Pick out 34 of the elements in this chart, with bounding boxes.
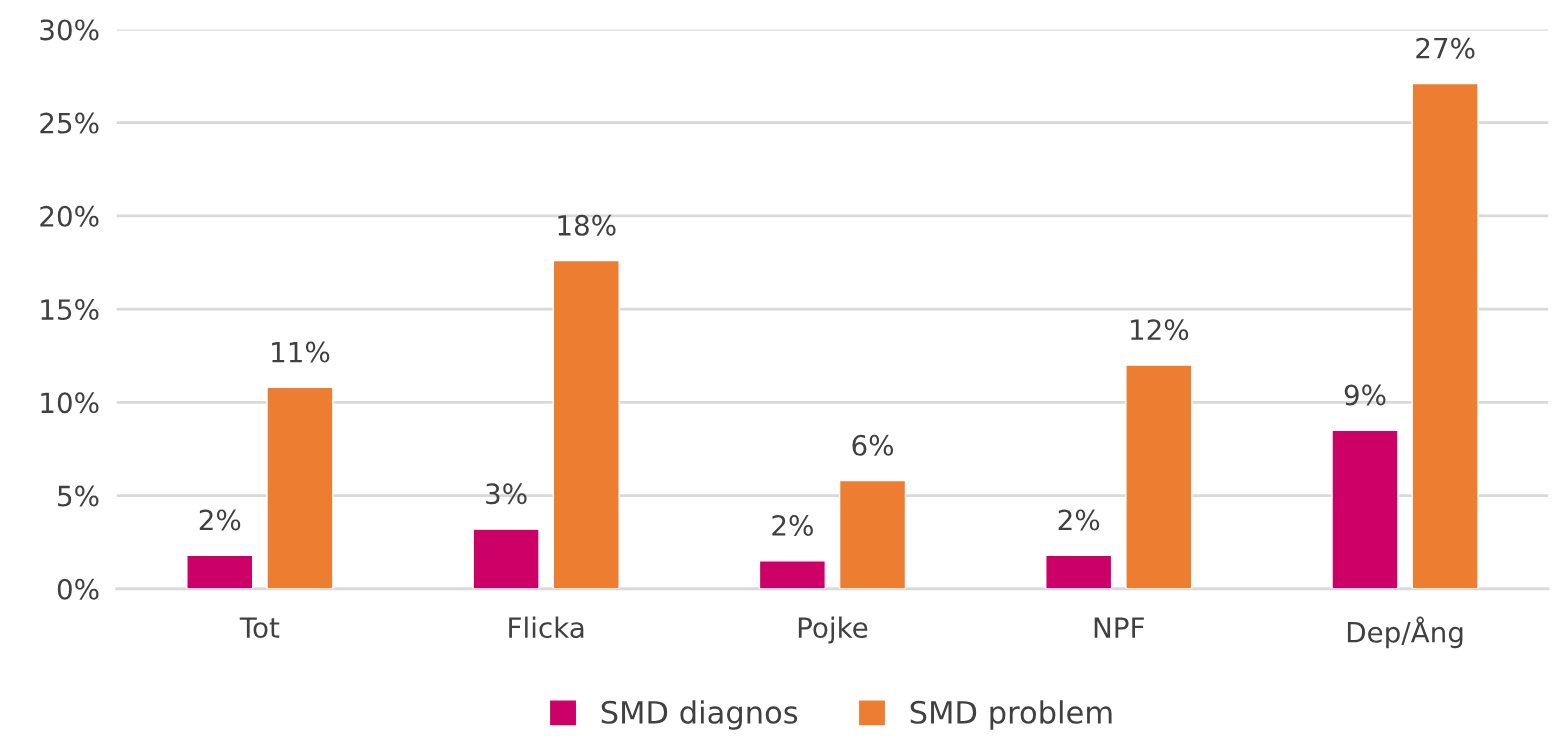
x-tick-label: Pojke <box>798 616 868 644</box>
x-tick-label: Flicka <box>509 616 584 639</box>
legend-label: SMD diagnos <box>601 700 798 730</box>
data-label: 2% <box>1058 509 1100 531</box>
bar <box>552 259 620 589</box>
data-label: 27% <box>1416 37 1475 59</box>
y-tick-label: 5% <box>58 485 99 507</box>
y-tick-label: 15% <box>41 299 99 321</box>
x-tick-label: NPF <box>1094 617 1144 638</box>
x-tick-label: Dep/Ång <box>1347 616 1463 649</box>
y-tick-label: 30% <box>40 19 99 41</box>
bar <box>472 528 540 589</box>
data-label: 9% <box>1344 384 1386 406</box>
bar <box>1125 364 1193 589</box>
bar <box>1045 554 1113 589</box>
bar <box>266 386 334 589</box>
bar <box>186 554 254 589</box>
bar <box>1331 429 1399 589</box>
y-tick-label: 25% <box>40 112 99 134</box>
data-label: 18% <box>558 214 616 236</box>
bar <box>758 560 826 589</box>
bar <box>838 479 907 589</box>
data-label: 2% <box>772 514 813 537</box>
x-tick-label: Tot <box>239 617 280 639</box>
y-tick-label: 20% <box>40 205 99 227</box>
data-label: 12% <box>1131 319 1189 341</box>
data-label: 6% <box>852 434 894 456</box>
legend-label: SMD problem <box>910 700 1112 730</box>
data-label: 3% <box>486 483 527 505</box>
y-tick-label: 10% <box>41 392 99 414</box>
data-label: 2% <box>199 509 241 531</box>
data-label: 11% <box>272 341 330 363</box>
bar <box>1411 82 1479 589</box>
y-tick-label: 0% <box>57 578 99 600</box>
